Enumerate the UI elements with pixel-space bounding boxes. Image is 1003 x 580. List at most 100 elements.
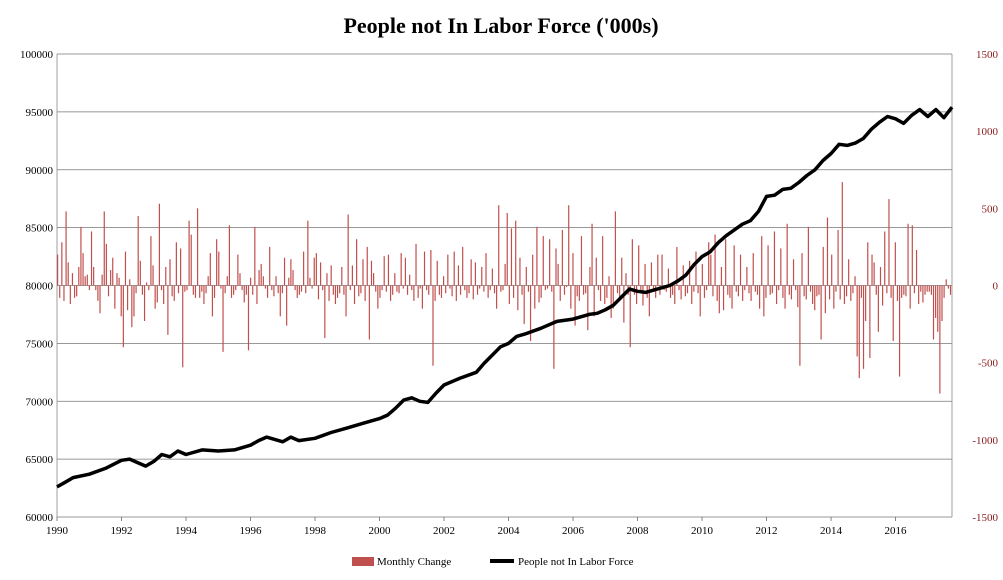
bar <box>76 285 78 297</box>
x-tick-label: 1994 <box>175 525 198 537</box>
bar <box>845 285 848 297</box>
bar <box>368 285 370 340</box>
bar <box>797 285 799 308</box>
bar <box>319 262 322 286</box>
bar <box>305 285 307 294</box>
bar <box>623 285 625 323</box>
bar <box>449 285 451 289</box>
bar <box>532 254 534 286</box>
bar <box>877 285 879 332</box>
bar <box>175 242 177 286</box>
right-tick-label: 1500 <box>976 49 999 61</box>
bar <box>591 223 593 286</box>
bar <box>672 285 674 295</box>
bar <box>561 229 563 286</box>
bar <box>226 276 228 286</box>
bar <box>207 276 209 286</box>
bar <box>472 285 474 300</box>
bar <box>271 285 273 291</box>
bar <box>886 285 888 294</box>
bar <box>814 285 816 311</box>
bar <box>640 285 642 294</box>
bar <box>379 285 381 298</box>
bar <box>790 285 793 300</box>
bar <box>835 285 837 292</box>
bar <box>669 285 672 298</box>
bar <box>303 251 305 286</box>
bar <box>576 285 578 297</box>
bar <box>551 285 553 292</box>
bar <box>347 214 349 286</box>
bar <box>773 231 776 286</box>
bar <box>90 231 93 286</box>
bar <box>856 285 858 357</box>
bar <box>95 285 97 291</box>
bar <box>693 285 695 292</box>
bar <box>256 285 258 305</box>
bar <box>697 285 699 294</box>
bar <box>926 285 928 292</box>
x-tick-label: 2002 <box>433 525 455 537</box>
bar <box>648 285 650 317</box>
left-tick-label: 95000 <box>26 107 54 119</box>
bar <box>767 245 769 286</box>
bar <box>616 285 619 294</box>
bar <box>716 285 718 301</box>
bar <box>525 266 527 286</box>
bar <box>703 285 706 298</box>
bar <box>205 285 207 294</box>
bar <box>932 285 935 340</box>
bar <box>918 285 920 305</box>
bar <box>466 285 468 298</box>
bar <box>841 182 843 286</box>
bar <box>177 285 180 294</box>
bar <box>792 259 795 286</box>
bar <box>419 285 421 289</box>
bar <box>311 285 313 289</box>
bar <box>510 228 513 286</box>
bar <box>73 285 76 298</box>
bar <box>527 285 530 292</box>
bar <box>332 285 334 295</box>
bar <box>339 285 341 294</box>
bar <box>903 285 905 295</box>
bar <box>691 285 693 305</box>
bar <box>120 285 122 317</box>
bar <box>602 236 604 286</box>
bar <box>78 266 80 286</box>
bar <box>421 285 423 309</box>
right-tick-label: -1500 <box>972 512 998 524</box>
bar <box>937 285 939 332</box>
bar <box>756 285 759 295</box>
x-tick-label: 2010 <box>691 525 714 537</box>
bar <box>103 211 105 286</box>
bar <box>875 285 877 295</box>
bar <box>269 246 271 286</box>
bar <box>373 273 375 286</box>
bar <box>93 266 95 286</box>
bar <box>61 242 63 286</box>
bar <box>309 277 311 286</box>
bar <box>336 285 339 298</box>
bar <box>599 285 602 301</box>
bar <box>101 274 103 286</box>
bar <box>761 236 763 286</box>
bar <box>860 285 863 298</box>
bar <box>366 246 368 286</box>
bar <box>334 285 337 305</box>
bar <box>423 251 426 286</box>
bar <box>578 285 580 301</box>
bar <box>489 285 491 291</box>
bar <box>850 285 852 301</box>
bar <box>462 246 464 286</box>
bar <box>759 285 761 309</box>
legend: Monthly Change People not In Labor Force <box>352 556 634 568</box>
bar <box>865 285 867 321</box>
bar <box>470 259 472 286</box>
bar <box>211 285 214 317</box>
bar <box>674 285 676 305</box>
bar <box>896 285 899 301</box>
bar <box>621 257 623 286</box>
bar <box>901 285 903 298</box>
bar <box>436 260 438 286</box>
